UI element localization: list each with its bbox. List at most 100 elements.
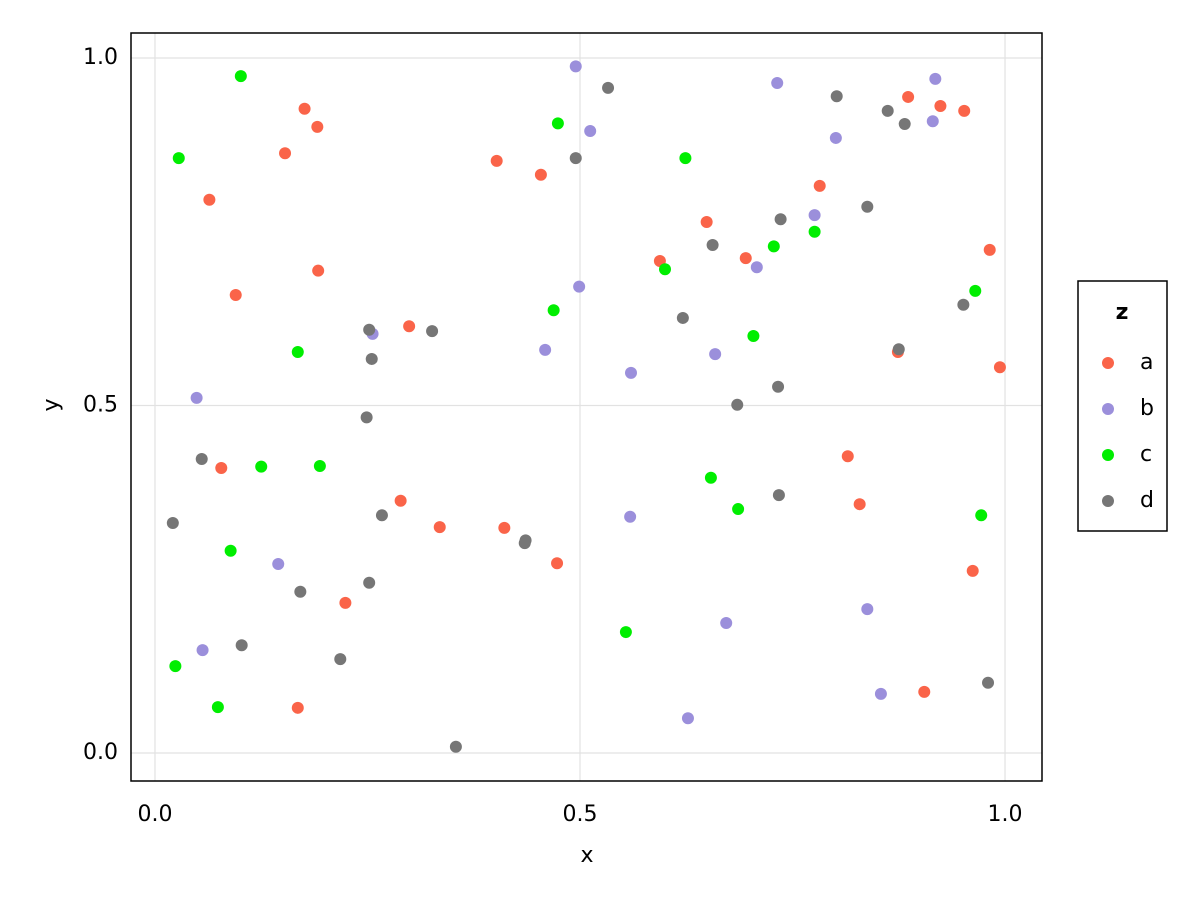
point	[375, 509, 388, 522]
x-axis-label: x	[580, 843, 593, 868]
point	[360, 411, 373, 424]
legend-label: d	[1140, 488, 1154, 513]
point	[957, 298, 970, 311]
point	[573, 280, 586, 293]
point	[874, 687, 887, 700]
point	[706, 238, 719, 251]
point	[841, 450, 854, 463]
point	[829, 131, 842, 144]
point	[569, 60, 582, 73]
y-axis-label: y	[39, 398, 64, 411]
point	[498, 521, 511, 534]
point	[313, 459, 326, 472]
legend-marker	[1102, 403, 1114, 415]
point	[298, 102, 311, 115]
point	[195, 453, 208, 466]
legend-title: z	[1116, 300, 1129, 325]
point	[547, 304, 560, 317]
point	[679, 152, 692, 165]
point	[813, 179, 826, 192]
point	[339, 596, 352, 609]
point	[291, 701, 304, 714]
point	[518, 537, 531, 550]
point	[808, 209, 821, 222]
point	[739, 252, 752, 265]
point	[861, 200, 874, 213]
point	[774, 213, 787, 226]
point	[602, 81, 615, 94]
point	[898, 118, 911, 131]
point	[449, 740, 462, 753]
x-tick-label: 0.5	[562, 802, 597, 827]
point	[704, 471, 717, 484]
point	[234, 70, 247, 83]
point	[294, 585, 307, 598]
point	[534, 168, 547, 181]
point	[224, 544, 237, 557]
point	[720, 617, 733, 630]
point	[365, 352, 378, 365]
point	[551, 117, 564, 130]
point	[363, 576, 376, 589]
legend-label: b	[1140, 396, 1154, 421]
point	[934, 99, 947, 112]
legend-box	[1077, 280, 1168, 532]
point	[918, 685, 931, 698]
point	[881, 104, 894, 117]
point	[966, 564, 979, 577]
point	[291, 345, 304, 358]
point	[196, 644, 209, 657]
point	[169, 660, 182, 673]
point	[539, 343, 552, 356]
point	[394, 494, 407, 507]
point	[403, 320, 416, 333]
y-tick-label: 0.0	[83, 740, 118, 765]
point	[732, 503, 745, 516]
point	[312, 264, 325, 277]
point	[747, 330, 760, 343]
point	[772, 489, 785, 502]
point	[625, 366, 638, 379]
point	[975, 509, 988, 522]
point	[892, 343, 905, 356]
point	[426, 325, 439, 338]
point	[808, 225, 821, 238]
point	[853, 498, 866, 511]
legend-label: a	[1140, 350, 1153, 375]
point	[215, 462, 228, 475]
legend-label: c	[1140, 442, 1152, 467]
point	[700, 216, 713, 229]
point	[929, 72, 942, 85]
point	[272, 557, 285, 570]
point	[311, 120, 324, 133]
point	[190, 391, 203, 404]
point	[172, 152, 185, 165]
point	[861, 603, 874, 616]
point	[767, 240, 780, 253]
point	[969, 284, 982, 297]
legend-marker	[1102, 449, 1114, 461]
point	[993, 361, 1006, 374]
x-tick-label: 0.0	[137, 802, 172, 827]
point	[203, 193, 216, 206]
x-tick-label: 1.0	[988, 802, 1023, 827]
point	[772, 380, 785, 393]
point	[659, 263, 672, 276]
point	[229, 289, 242, 302]
point	[926, 115, 939, 128]
point	[619, 626, 632, 639]
point	[551, 557, 564, 570]
point	[709, 348, 722, 361]
point	[624, 510, 637, 523]
y-tick-label: 0.5	[83, 393, 118, 418]
point	[902, 90, 915, 103]
point	[363, 323, 376, 336]
legend-marker	[1102, 357, 1114, 369]
plot-frame	[130, 32, 1043, 782]
point	[830, 90, 843, 103]
point	[982, 676, 995, 689]
point	[676, 311, 689, 324]
y-tick-label: 1.0	[83, 45, 118, 70]
